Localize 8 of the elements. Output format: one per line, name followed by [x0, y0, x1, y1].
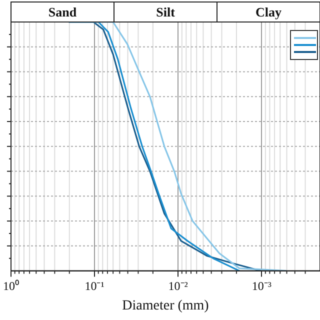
text: Sand	[48, 4, 78, 20]
x-tick-label: 10⁰	[3, 279, 19, 294]
x-axis-title: Diameter (mm)	[122, 298, 210, 314]
text: Clay	[256, 4, 282, 20]
x-tick-label: 10⁻²	[168, 279, 188, 294]
x-tick-label: 10⁻³	[252, 279, 272, 294]
text: Silt	[156, 4, 176, 20]
x-tick-label: 10⁻¹	[84, 279, 105, 294]
